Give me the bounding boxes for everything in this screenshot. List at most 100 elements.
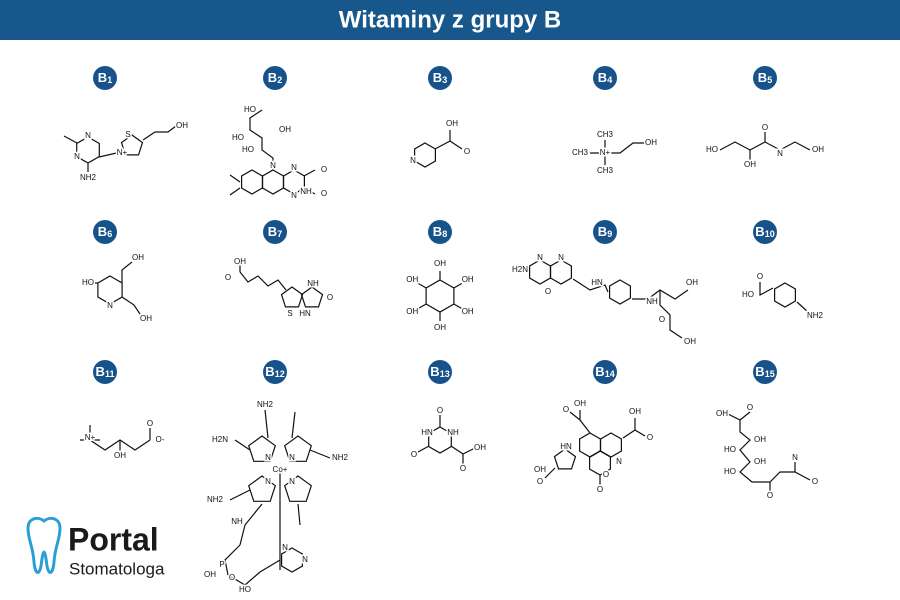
badge-index: 3	[442, 75, 447, 85]
atom-label: CH3	[597, 166, 614, 175]
atom-label: N	[792, 453, 798, 462]
vitamin: B10 OHO NH2	[741, 220, 825, 322]
atom-label: N+	[600, 148, 611, 157]
badge-label: B15	[755, 364, 774, 379]
atom-label: HO	[232, 133, 244, 142]
atom-label: N	[537, 253, 543, 262]
atom-label: OH	[754, 457, 766, 466]
atom-label: OH	[716, 409, 728, 418]
bond	[544, 467, 556, 479]
badge-letter: B	[755, 364, 764, 379]
molecule: O HN NH O OH O	[409, 405, 487, 475]
badge-label: B8	[433, 224, 447, 239]
bond	[417, 445, 430, 453]
atom-label: OH	[474, 443, 486, 452]
atom-label: OH	[132, 253, 144, 262]
bond	[234, 439, 251, 451]
atom-label: H2N	[212, 435, 228, 444]
atom-label: HO	[706, 145, 718, 154]
ring	[300, 286, 324, 308]
title: Witaminy z grupy B	[339, 6, 561, 33]
badge-index: 1	[107, 75, 112, 85]
ring	[120, 134, 144, 156]
atom-label: NH	[231, 517, 243, 526]
bond	[303, 187, 316, 195]
badge	[263, 220, 287, 244]
bond	[309, 449, 331, 459]
atom-label: N+	[117, 148, 128, 157]
logo-subtitle: Stomatologa	[69, 559, 165, 578]
atom-label: OH	[744, 160, 756, 169]
molecule: N+ OH OO-	[80, 418, 166, 462]
bond	[659, 290, 683, 339]
badge	[93, 220, 117, 244]
ring	[774, 282, 796, 308]
atom-label: O	[321, 189, 327, 198]
ring	[247, 435, 277, 462]
atom-label: N+	[85, 433, 96, 442]
bond	[759, 282, 774, 297]
atom-label: OH	[406, 307, 418, 316]
badge	[753, 220, 777, 244]
bond	[303, 169, 316, 177]
atom-label: O	[603, 470, 609, 479]
atom-label: OH	[629, 407, 641, 416]
badge-letter: B	[268, 70, 277, 85]
atom-label: HO	[239, 585, 251, 594]
logo: Portal Stomatologa	[26, 516, 165, 578]
badge-index: 8	[442, 229, 447, 239]
vitamin: B8 OH OH OH OH OH OH	[405, 220, 475, 334]
badge-index: 5	[767, 75, 772, 85]
ring	[283, 435, 313, 462]
bond	[239, 271, 287, 291]
bond	[418, 303, 427, 310]
atom-label: O	[545, 287, 551, 296]
badge	[428, 360, 452, 384]
atom-label: HN	[421, 428, 433, 437]
bond	[239, 503, 263, 546]
atom-label: OH	[754, 435, 766, 444]
badge-label: B13	[430, 364, 449, 379]
bond	[590, 142, 645, 154]
bond	[89, 425, 151, 451]
atom-label: OH	[434, 323, 446, 332]
tooth-icon	[26, 516, 62, 574]
atom-label: O	[597, 485, 603, 494]
bond	[227, 559, 281, 586]
atom-label: OH	[446, 119, 458, 128]
atom-label: HO	[724, 467, 736, 476]
atom-label: HO	[244, 105, 256, 114]
atom-label: HO	[82, 278, 94, 287]
bond	[229, 187, 241, 196]
vitamin: B3 N OH O	[409, 66, 472, 168]
bond	[569, 411, 581, 421]
atom-label: N	[270, 161, 276, 170]
badge-index: 7	[277, 229, 282, 239]
atom-label: N	[74, 152, 80, 161]
badge-letter: B	[430, 364, 439, 379]
badge-letter: B	[598, 224, 607, 239]
atom-label: OH	[534, 465, 546, 474]
bond	[418, 282, 427, 289]
badge-label: B4	[598, 70, 612, 85]
badge-letter: B	[96, 364, 105, 379]
badge-label: B9	[598, 224, 612, 239]
molecule: N OH O	[409, 118, 472, 168]
atom-label: NH2	[207, 495, 224, 504]
atom-label: N	[289, 453, 295, 462]
atom-label: O	[147, 419, 153, 428]
atom-label: O-	[156, 435, 165, 444]
bond	[297, 503, 301, 526]
atom-label: OH	[574, 399, 586, 408]
atom-label: OH	[686, 278, 698, 287]
badge-letter: B	[598, 70, 607, 85]
badge-index: 14	[605, 369, 615, 379]
badge-label: B12	[265, 364, 284, 379]
atom-label: OH	[140, 314, 152, 323]
badge-index: 11	[105, 369, 115, 379]
